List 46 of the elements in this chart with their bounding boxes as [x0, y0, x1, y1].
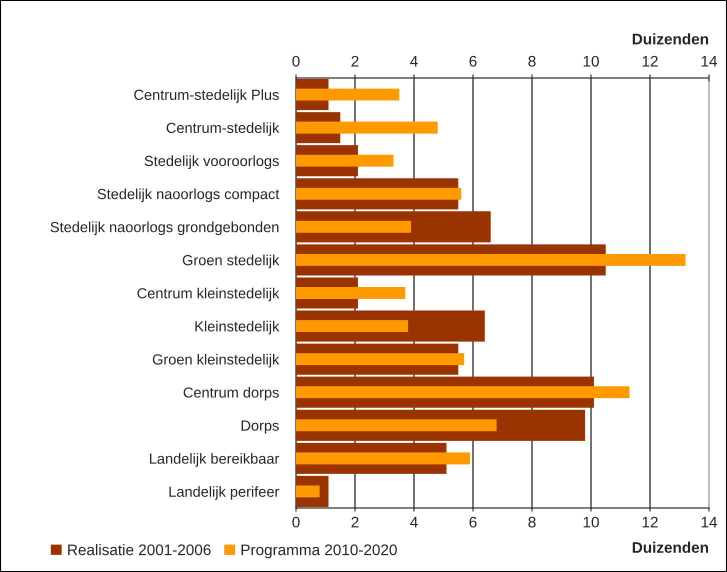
bar: [296, 320, 408, 332]
x2-axis-title: Duizenden: [632, 33, 708, 44]
bar: [296, 188, 462, 200]
x-tick-label: 12: [642, 516, 658, 528]
y-tick-label: Centrum dorps: [184, 386, 279, 401]
bar: [296, 122, 438, 134]
bar: [296, 452, 470, 464]
y-tick-label: Landelijk perifeer: [169, 486, 280, 500]
y-tick-label: Groen stedelijk: [182, 254, 280, 268]
x-tick-label: 2: [352, 516, 358, 528]
y-tick-label: Groen kleinstedelijk: [152, 354, 280, 368]
x-tick-label: 0: [292, 516, 300, 528]
x2-tick-label: 12: [642, 56, 658, 66]
x-tick-label: 14: [702, 516, 718, 528]
y-tick-label: Dorps: [242, 420, 279, 434]
x-tick-label: 8: [528, 516, 536, 528]
x2-tick-label: 4: [410, 56, 418, 66]
y-tick-label: Kleinstedelijk: [195, 320, 280, 334]
y-tick-label: Centrum-stedelijk: [166, 122, 280, 136]
bar: [296, 419, 497, 432]
legend-label: Programma 2010-2020: [242, 544, 397, 558]
x2-tick-label: 10: [584, 56, 599, 67]
bar: [296, 486, 320, 498]
x-tick-label: 4: [410, 516, 418, 528]
y-tick-label: Stedelijk naoorlogs grondgebonden: [50, 222, 278, 236]
bar: [296, 88, 400, 100]
x2-tick-label: 8: [528, 56, 536, 67]
bar: [296, 386, 630, 398]
bar: [296, 287, 406, 299]
legend-label: Realisatie 2001-2006: [68, 544, 211, 556]
x-tick-label: 10: [584, 516, 599, 528]
y-tick-label: Stedelijk naoorlogs compact: [98, 188, 280, 202]
bar: [296, 220, 412, 233]
y-tick-label: Landelijk bereikbaar: [150, 453, 280, 467]
x2-tick-label: 6: [470, 56, 477, 67]
bar: [296, 154, 394, 167]
y-tick-label: Centrum kleinstedelijk: [137, 288, 280, 302]
bar: [296, 353, 464, 366]
x2-tick-label: 2: [352, 56, 358, 66]
bar: [296, 254, 686, 266]
x-axis-title: Duizenden: [632, 542, 708, 553]
y-tick-label: Centrum-stedelijk Plus: [134, 89, 279, 103]
x-tick-label: 6: [470, 516, 477, 528]
x2-tick-label: 0: [292, 56, 300, 67]
x2-tick-label: 14: [702, 56, 718, 66]
y-tick-label: Stedelijk vooroorlogs: [144, 155, 279, 170]
